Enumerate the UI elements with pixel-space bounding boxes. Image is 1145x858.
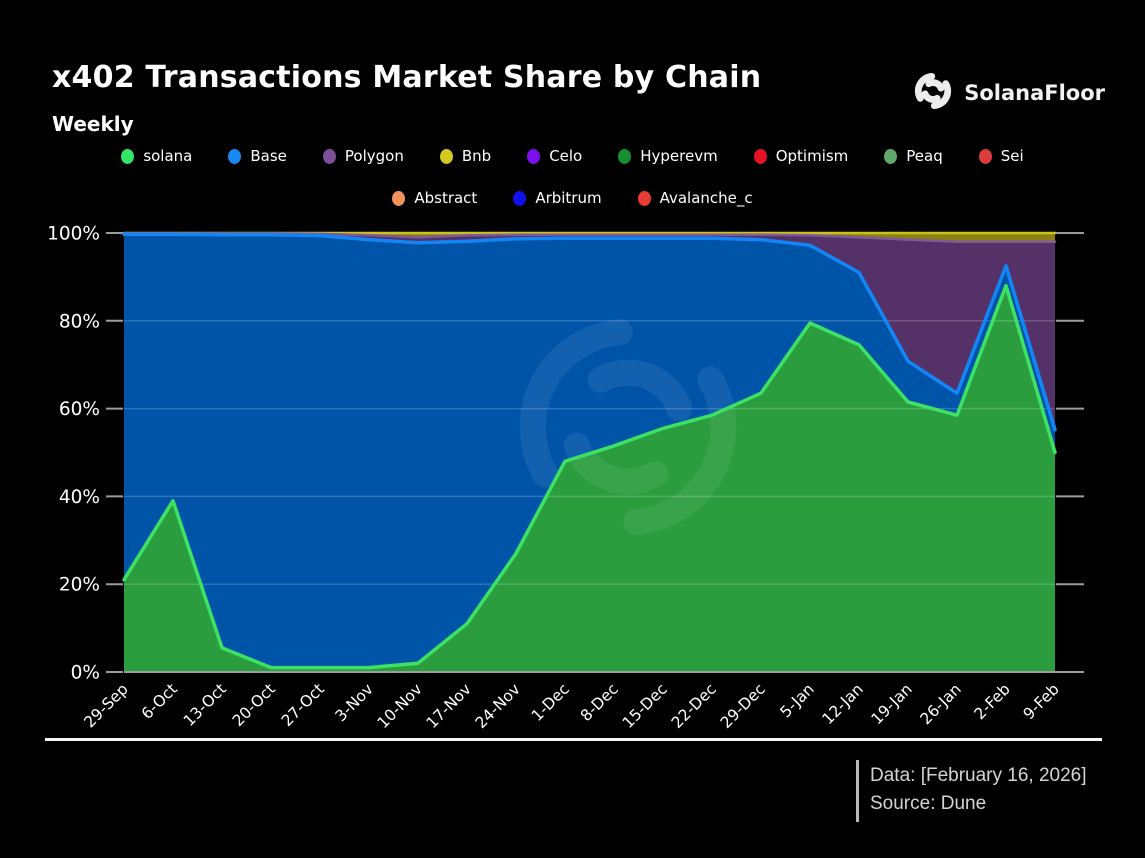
legend-color-dot-optimism [753, 148, 767, 164]
legend-label: Bnb [461, 147, 492, 165]
solanafloor-logo-icon [912, 70, 954, 116]
legend-color-dot-celo [527, 148, 541, 164]
solanafloor-swirl-icon [915, 72, 952, 110]
brand-logo: SolanaFloor [912, 70, 1105, 116]
legend-label: Abstract [414, 189, 478, 207]
legend-item-bnb: Bnb [439, 147, 492, 165]
area-solana [124, 285, 1055, 672]
page-subtitle: Weekly [52, 112, 134, 136]
x-tick-label: 22-Dec [668, 680, 720, 732]
y-tick-label: 100% [47, 224, 100, 245]
legend-row-2: Abstract Arbitrum Avalanche_c [0, 189, 1145, 207]
y-tick-label: 40% [59, 487, 100, 508]
legend-item-base: Base [228, 147, 287, 165]
legend-color-dot-solana [121, 148, 135, 164]
footer-data-date: Data: [February 16, 2026] [870, 765, 1087, 786]
y-tick-label: 60% [59, 399, 100, 420]
legend-item-avalanche_c: Avalanche_c [637, 189, 753, 207]
legend-label: Optimism [775, 147, 849, 165]
x-tick-label: 24-Nov [472, 680, 524, 732]
legend-color-dot-avalanche_c [637, 190, 651, 206]
legend-color-dot-bnb [439, 148, 453, 164]
chart-svg: 0% 20% 40% 60% 80% 100% 29-Sep 6-Oct 13-Oct 20-Oc… [47, 224, 1084, 732]
legend-label: Avalanche_c [659, 189, 753, 207]
x-tick-label: 12-Jan [819, 680, 867, 728]
area-base [124, 234, 1055, 668]
legend-item-arbitrum: Arbitrum [513, 189, 602, 207]
legend-label: solana [143, 147, 193, 165]
legend-item-solana: solana [121, 147, 192, 165]
x-tick-label: 27-Oct [278, 680, 328, 730]
x-tick-label: 9-Feb [1020, 680, 1063, 723]
legend-label: Sei [1000, 147, 1024, 165]
x-tick-label: 29-Dec [717, 680, 769, 732]
line-base [122, 232, 1057, 432]
page-title: x402 Transactions Market Share by Chain [52, 60, 762, 95]
legend-item-abstract: Abstract [392, 189, 477, 207]
brand-name: SolanaFloor [964, 81, 1105, 105]
footer-separator-line [45, 738, 1102, 741]
x-tick-label: 2-Feb [971, 680, 1014, 723]
x-tick-label: 17-Nov [423, 680, 475, 732]
legend-label: Peaq [906, 147, 943, 165]
legend-label: Arbitrum [535, 189, 602, 207]
x-tick-label: 5-Jan [777, 680, 818, 721]
x-tick-label: 20-Oct [229, 680, 279, 730]
legend-item-sei: Sei [978, 147, 1024, 165]
x-tick-label: 15-Dec [619, 680, 671, 732]
legend-color-dot-sei [978, 148, 992, 164]
legend-color-dot-polygon [322, 148, 336, 164]
x-tick-label: 10-Nov [374, 680, 426, 732]
x-tick-label: 13-Oct [180, 680, 230, 730]
footer-credits: Data: [February 16, 2026] Source: Dune [856, 760, 1087, 822]
x-tick-label: 29-Sep [81, 680, 132, 731]
legend-label: Polygon [344, 147, 404, 165]
legend-color-dot-arbitrum [513, 190, 527, 206]
legend-color-dot-hyperevm [618, 148, 632, 164]
y-tick-label: 20% [59, 575, 100, 596]
x-tick-label: 26-Jan [917, 680, 965, 728]
y-tick-label: 0% [71, 663, 100, 684]
legend-label: Hyperevm [640, 147, 718, 165]
area-polygon [124, 233, 1055, 430]
legend-item-polygon: Polygon [322, 147, 404, 165]
legend-label: Base [250, 147, 287, 165]
legend-item-optimism: Optimism [753, 147, 849, 165]
x-tick-label: 1-Dec [528, 680, 573, 725]
legend-item-celo: Celo [527, 147, 582, 165]
legend-color-dot-peaq [884, 148, 898, 164]
y-tick-label: 80% [59, 311, 100, 332]
legend-row-1: solana Base Polygon Bnb Celo Hyperevm Op… [0, 147, 1145, 165]
solanafloor-logo-icon-svg [915, 72, 952, 110]
legend-item-peaq: Peaq [884, 147, 943, 165]
x-tick-label: 8-Dec [577, 680, 622, 725]
legend-color-dot-base [228, 148, 242, 164]
legend-color-dot-abstract [392, 190, 406, 206]
x-tick-label: 6-Oct [138, 680, 181, 723]
x-tick-label: 3-Nov [332, 680, 377, 725]
line-solana [122, 283, 1057, 670]
x-tick-label: 19-Jan [868, 680, 916, 728]
market-share-chart: 0% 20% 40% 60% 80% 100% 29-Sep 6-Oct 13-Oct 20-Oc… [0, 220, 1145, 745]
legend-item-hyperevm: Hyperevm [618, 147, 718, 165]
legend-label: Celo [549, 147, 583, 165]
footer-source: Source: Dune [870, 793, 987, 814]
